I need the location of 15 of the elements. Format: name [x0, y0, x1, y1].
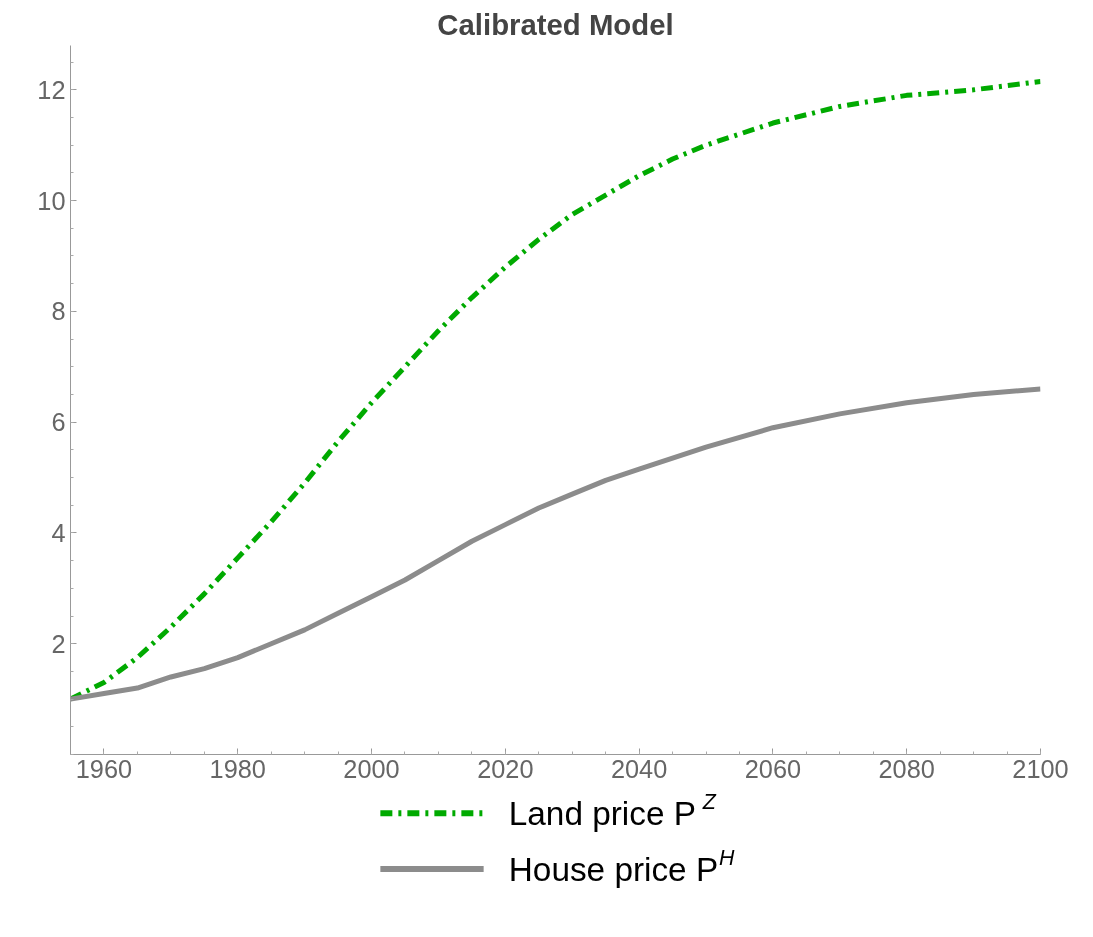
y-tick-label: 10: [37, 186, 66, 215]
x-tick-label: 1980: [209, 754, 266, 783]
x-tick-label: 1960: [75, 754, 133, 783]
y-tick-label: 12: [37, 75, 66, 104]
y-tick-label: 8: [51, 297, 66, 326]
y-tick-label: 6: [51, 408, 66, 437]
x-tick-label: 2100: [1012, 754, 1069, 783]
y-tick-label: 4: [51, 518, 66, 547]
x-tick-label: 2060: [744, 754, 802, 783]
chart-title: Calibrated Model: [437, 7, 674, 41]
x-tick-label: 2040: [610, 754, 668, 783]
x-tick-label: 2020: [477, 754, 534, 783]
y-tick-label: 2: [51, 629, 66, 658]
x-tick-label: 2000: [343, 754, 400, 783]
x-tick-label: 2080: [878, 754, 935, 783]
